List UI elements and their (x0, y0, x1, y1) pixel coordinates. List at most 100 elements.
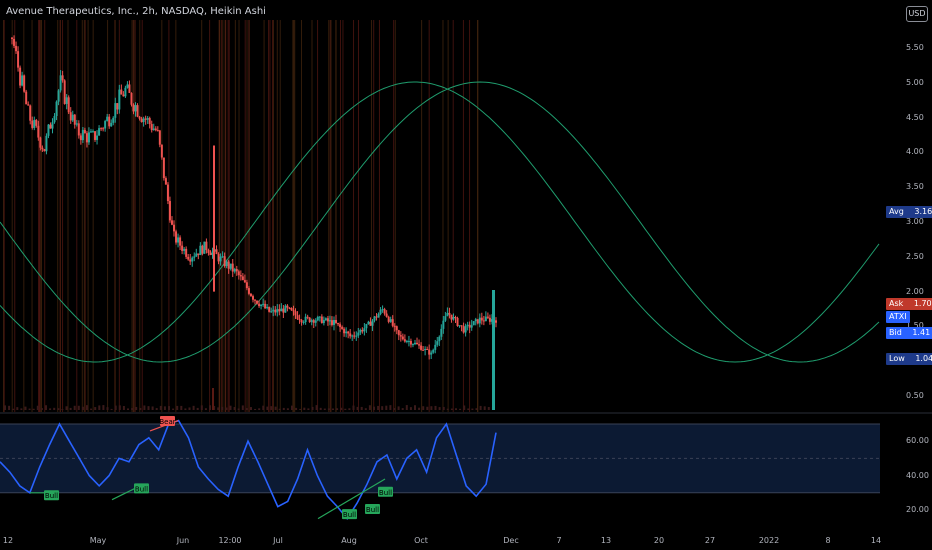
candle (61, 75, 64, 81)
candle (385, 313, 388, 317)
candle (104, 121, 107, 129)
candle (65, 97, 68, 104)
volume-bar (200, 405, 203, 410)
candle (280, 308, 283, 312)
candle (383, 309, 386, 314)
candle (446, 312, 449, 317)
signal-label: Bull (45, 492, 58, 500)
candle (462, 326, 465, 333)
candle (191, 257, 194, 262)
volume-bar (299, 408, 302, 410)
candle (33, 119, 36, 128)
volume-bar (49, 408, 52, 410)
candle (152, 128, 155, 131)
candle (401, 336, 404, 340)
candle (122, 94, 125, 97)
candle (363, 328, 366, 332)
volume-bar (106, 407, 109, 410)
candle (361, 329, 364, 332)
time-tick: 20 (653, 536, 665, 545)
volume-bar (315, 405, 318, 410)
ask-value: 1.70 (913, 299, 932, 308)
candle (160, 144, 163, 158)
volume-bar (53, 407, 56, 410)
candle (482, 320, 485, 322)
candle (150, 124, 153, 131)
volume-bar (368, 405, 371, 410)
candle (397, 330, 400, 336)
volume-bar (65, 406, 68, 410)
candle (258, 303, 261, 307)
volume-bar (467, 408, 470, 410)
candle (393, 325, 396, 327)
candle (203, 241, 206, 254)
volume-bar (332, 408, 334, 410)
candle (108, 116, 111, 127)
candle (209, 252, 212, 255)
candle (418, 344, 421, 346)
volume-bar (196, 407, 199, 410)
candle (110, 122, 113, 127)
volume-bar (81, 406, 84, 410)
volume-bar (401, 408, 404, 410)
candle (312, 320, 315, 323)
candle (181, 245, 184, 251)
candle (480, 317, 483, 321)
currency-badge[interactable]: USD (906, 6, 928, 22)
volume-bar (159, 405, 162, 410)
candle (440, 328, 443, 337)
volume-bar (295, 407, 298, 410)
avg-value: 3.16 (914, 207, 932, 216)
candle (369, 321, 372, 326)
candle (484, 316, 487, 322)
volume-bar (258, 408, 261, 410)
candle (140, 118, 143, 123)
bid-price-tag: Bid 1.41 (886, 327, 932, 339)
volume-bar (204, 408, 207, 410)
candle (272, 309, 275, 312)
sine-wave-1 (0, 81, 880, 363)
candle (373, 316, 376, 321)
candle (219, 256, 222, 262)
candle (474, 319, 477, 322)
candle (134, 105, 137, 112)
signal-label: Bull (135, 485, 148, 493)
candle (241, 276, 244, 281)
ask-label: Ask (889, 299, 904, 308)
time-tick: Jul (273, 536, 283, 545)
candle (63, 80, 66, 104)
bid-label: Bid (889, 328, 902, 337)
candle (260, 304, 263, 307)
candle (470, 325, 473, 328)
candle (189, 259, 192, 262)
volume-bar (303, 407, 306, 410)
volume-bar (122, 405, 125, 410)
ask-price-tag: Ask 1.70 (886, 298, 932, 310)
candle (347, 331, 350, 334)
candle (264, 303, 267, 309)
volume-bar (336, 408, 339, 410)
candle (349, 333, 352, 337)
candle (239, 275, 242, 277)
candle (199, 245, 202, 256)
candle (426, 348, 429, 350)
avg-label: Avg (889, 207, 904, 216)
signal-label-bg (378, 486, 393, 497)
candle (144, 118, 147, 120)
candle (424, 348, 427, 351)
candle (225, 261, 228, 267)
candle (452, 316, 455, 320)
candle (25, 91, 28, 105)
candle (434, 344, 437, 350)
candle (316, 316, 319, 321)
signal-label-bg (160, 416, 175, 426)
candle (411, 344, 414, 346)
candle (11, 37, 13, 39)
indicator-tick: 60.00 (906, 436, 929, 446)
volume-bar (487, 407, 490, 410)
candle (324, 318, 327, 321)
candle (183, 248, 186, 251)
signal-label: Bull (343, 511, 356, 519)
volume-bar (217, 407, 220, 410)
